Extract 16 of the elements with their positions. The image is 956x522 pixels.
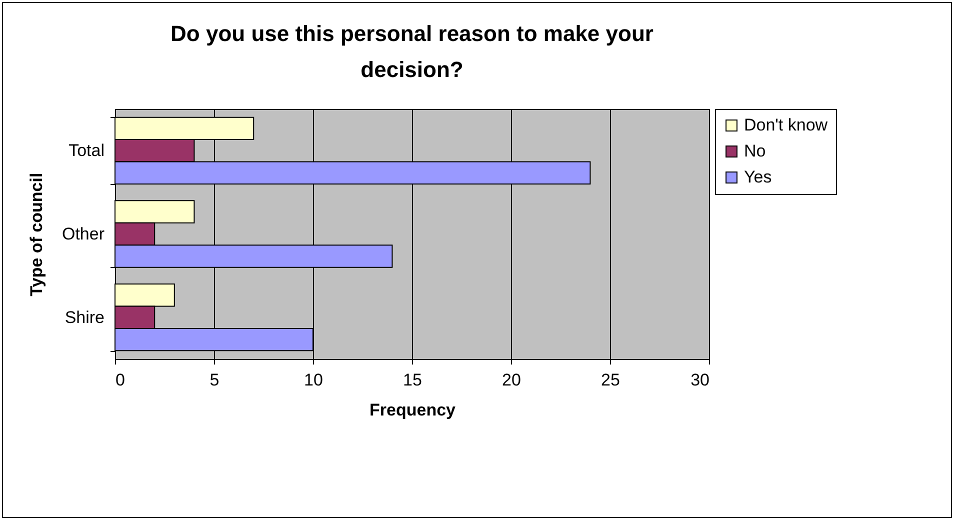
legend-label: Yes xyxy=(744,168,772,186)
x-tick-label: 20 xyxy=(502,370,521,390)
y-axis-title: Type of council xyxy=(26,172,46,296)
chart-title: Do you use this personal reason to make your decision? xyxy=(170,21,654,82)
x-tick-label: 10 xyxy=(304,370,323,390)
x-tick-label: 15 xyxy=(403,370,422,390)
x-tick-label: 0 xyxy=(116,370,125,390)
legend-label: Don't know xyxy=(744,116,828,134)
y-tick-label: Shire xyxy=(64,308,104,327)
x-tick-label: 25 xyxy=(601,370,620,390)
x-tick-label: 30 xyxy=(690,370,710,390)
legend-label: No xyxy=(744,142,766,160)
y-tick-label: Other xyxy=(62,224,105,244)
x-axis-title: Frequency xyxy=(370,400,456,420)
y-tick-label: Total xyxy=(68,141,104,160)
x-tick-label: 5 xyxy=(210,370,220,390)
